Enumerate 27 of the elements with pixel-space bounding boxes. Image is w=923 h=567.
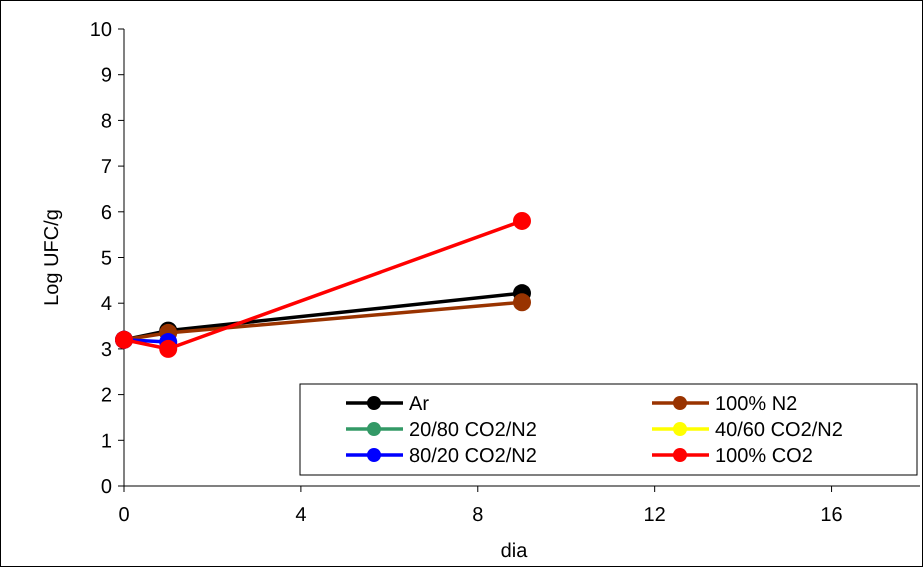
x-tick-label: 16 bbox=[820, 504, 843, 526]
point bbox=[159, 340, 178, 358]
y-tick-label: 2 bbox=[100, 384, 112, 407]
y-tick-label: 8 bbox=[100, 110, 112, 132]
legend-label: Ar bbox=[409, 393, 430, 415]
legend-label: 20/80 CO2/N2 bbox=[409, 419, 537, 441]
y-tick-label: 5 bbox=[100, 248, 112, 270]
y-tick-label: 10 bbox=[90, 19, 112, 41]
x-tick-label: 8 bbox=[472, 504, 484, 526]
legend-label: 100% CO2 bbox=[715, 445, 813, 467]
x-tick-label: 0 bbox=[118, 504, 130, 526]
y-axis-title: Log UFC/g bbox=[41, 209, 63, 306]
y-tick-label: 4 bbox=[100, 293, 112, 316]
y-tick-label: 9 bbox=[100, 64, 112, 87]
legend-label: 80/20 CO2/N2 bbox=[409, 445, 537, 467]
x-axis-title: dia bbox=[500, 540, 528, 562]
legend-label: 100% N2 bbox=[715, 393, 798, 415]
y-tick-label: 1 bbox=[100, 430, 112, 452]
y-tick-label: 7 bbox=[100, 156, 112, 178]
x-tick-label: 4 bbox=[295, 504, 306, 526]
y-tick-label: 3 bbox=[100, 338, 112, 361]
point bbox=[513, 293, 531, 312]
y-tick-label: 6 bbox=[100, 202, 112, 224]
y-tick-label: 0 bbox=[100, 476, 112, 498]
point bbox=[513, 212, 531, 230]
x-tick-label: 12 bbox=[644, 504, 666, 526]
legend-label: 40/60 CO2/N2 bbox=[715, 419, 843, 441]
